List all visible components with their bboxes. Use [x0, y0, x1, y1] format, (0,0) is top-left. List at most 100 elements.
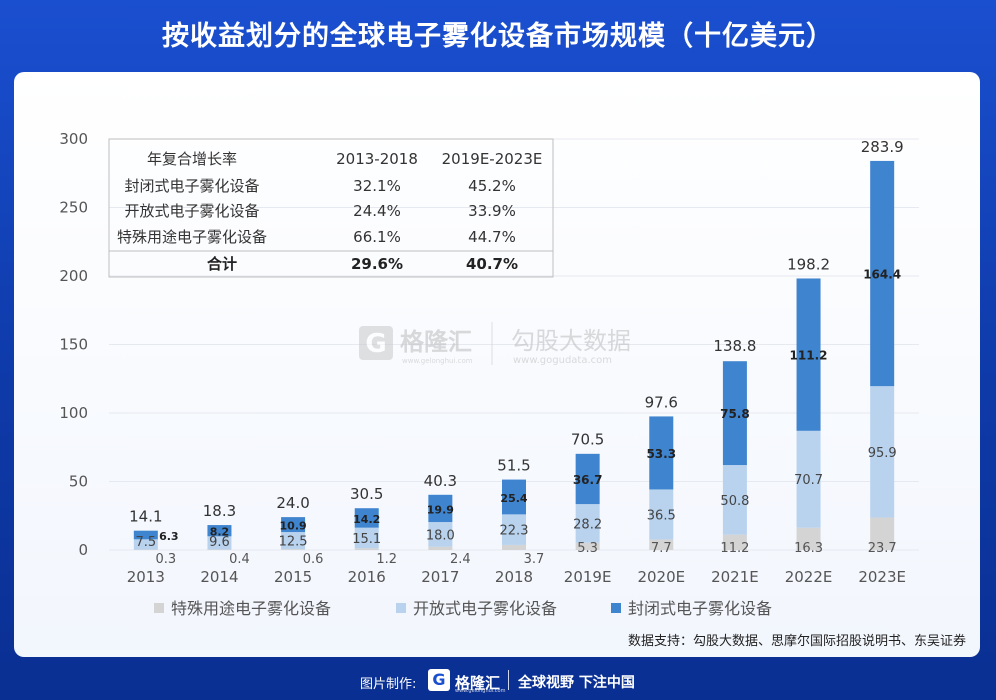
bar-segment [207, 549, 232, 550]
chart-panel: 0 50 100 150 200 250 300 G 格隆汇 www.gelonghui.c… [14, 72, 980, 657]
bar-segment [354, 527, 379, 549]
bar-segment [281, 517, 306, 533]
legend-swatch [154, 603, 164, 613]
cagr-total-label: 合计 [206, 255, 237, 273]
bar-segment [796, 430, 821, 528]
bar-segment [502, 514, 526, 545]
bar-segment [870, 517, 895, 550]
cagr-row-value: 33.9% [468, 202, 516, 220]
x-tick-label: 2014 [200, 568, 238, 586]
data-label: 14.2 [353, 513, 380, 526]
total-label: 51.5 [497, 456, 530, 474]
data-label: 25.4 [500, 492, 527, 505]
x-tick-label: 2018 [495, 568, 533, 586]
cagr-row-value: 44.7% [468, 228, 516, 246]
cagr-row-value: 45.2% [468, 177, 516, 195]
bar-segment [722, 465, 747, 535]
bar-segment [575, 542, 600, 550]
watermark-brand-gogudata: 勾股大数据 [511, 327, 631, 355]
total-label: 40.3 [424, 472, 457, 490]
y-tick-label: 200 [59, 267, 88, 285]
data-label: 164.4 [863, 268, 901, 282]
footer-brand-url: www.gelonghui.com [455, 688, 506, 694]
bar-segment [796, 527, 821, 550]
total-label: 24.0 [276, 494, 309, 512]
bar-segment [870, 160, 895, 387]
data-label: 6.3 [159, 530, 179, 543]
source-note: 数据支持：勾股大数据、思摩尔国际招股说明书、东吴证券 [628, 633, 966, 649]
data-label: 1.2 [376, 552, 397, 567]
footer-slogan: 全球视野 下注中国 [518, 675, 635, 691]
watermark-url-gogudata: www.gogudata.com [513, 355, 612, 366]
x-tick-label: 2020E [637, 568, 685, 586]
watermark-url-gelonghui: www.gelonghui.com [402, 357, 473, 365]
bar-segment [207, 536, 232, 550]
cagr-header-period1: 2013-2018 [336, 150, 418, 168]
bar-segment [722, 361, 747, 466]
data-label: 36.5 [647, 508, 676, 523]
data-label: 9.6 [209, 535, 230, 550]
legend-swatch [611, 603, 621, 613]
data-label: 50.8 [720, 494, 749, 509]
data-label: 16.3 [794, 541, 823, 556]
data-label: 11.2 [720, 541, 749, 556]
y-tick-label: 250 [59, 199, 88, 217]
footer-divider [508, 670, 509, 690]
watermark: G 格隆汇 www.gelonghui.com 勾股大数据 www.goguda… [359, 322, 631, 366]
x-tick-label: 2023E [858, 568, 906, 586]
x-tick-label: 2016 [348, 568, 386, 586]
data-label: 19.9 [427, 503, 454, 516]
data-label: 15.1 [352, 532, 381, 547]
bar-segment [722, 534, 747, 550]
cagr-row-label: 特殊用途电子雾化设备 [117, 228, 267, 246]
cagr-row-label: 封闭式电子雾化设备 [124, 177, 259, 195]
bar-segment [133, 530, 158, 540]
legend-label: 开放式电子雾化设备 [413, 599, 557, 618]
y-tick-label: 0 [78, 541, 88, 559]
total-label: 138.8 [713, 337, 756, 355]
y-tick-label: 100 [59, 404, 88, 422]
legend-swatch [396, 603, 406, 613]
data-label: 28.2 [573, 517, 602, 532]
x-tick-label: 2021E [711, 568, 759, 586]
bar-segment [575, 504, 600, 543]
data-label: 75.8 [720, 407, 750, 421]
x-tick-label: 2015 [274, 568, 312, 586]
bar-segment [354, 548, 379, 550]
total-label: 283.9 [861, 138, 904, 156]
data-label: 111.2 [790, 349, 828, 363]
cagr-total-value: 40.7% [466, 255, 518, 273]
watermark-logo-icon [359, 326, 393, 360]
data-label: 0.4 [229, 552, 250, 567]
data-label: 7.5 [135, 535, 156, 550]
bar-segment [354, 508, 379, 528]
bar-segment [428, 522, 453, 547]
data-label: 2.4 [450, 552, 471, 567]
bar-segment [649, 489, 674, 540]
bar-segment [207, 525, 232, 537]
cagr-header-period2: 2019E-2023E [442, 150, 543, 168]
y-tick-label: 150 [59, 336, 88, 354]
cagr-total-value: 29.6% [351, 255, 403, 273]
data-label: 95.9 [868, 446, 897, 461]
bar-segment [281, 549, 306, 550]
cagr-row-label: 开放式电子雾化设备 [124, 202, 259, 220]
footer-made-by: 图片制作: [360, 677, 417, 692]
bar-segment [502, 544, 526, 550]
data-label: 70.7 [794, 473, 823, 488]
bar-segment [649, 539, 674, 550]
data-label: 5.3 [577, 541, 598, 556]
bar-segment [133, 539, 158, 550]
x-tick-label: 2017 [421, 568, 459, 586]
cagr-row-value: 66.1% [353, 228, 401, 246]
cagr-header-label: 年复合增长率 [147, 150, 237, 168]
cagr-table-border [108, 138, 554, 278]
data-label: 3.7 [524, 552, 545, 567]
watermark-logo-mark: G [365, 329, 386, 359]
bar-segment [502, 479, 526, 515]
bar-segment [870, 386, 895, 518]
y-tick-label: 50 [69, 473, 88, 491]
watermark-brand-gelonghui: 格隆汇 [400, 328, 472, 356]
bar-segment [649, 416, 674, 490]
data-label: 0.6 [303, 552, 324, 567]
